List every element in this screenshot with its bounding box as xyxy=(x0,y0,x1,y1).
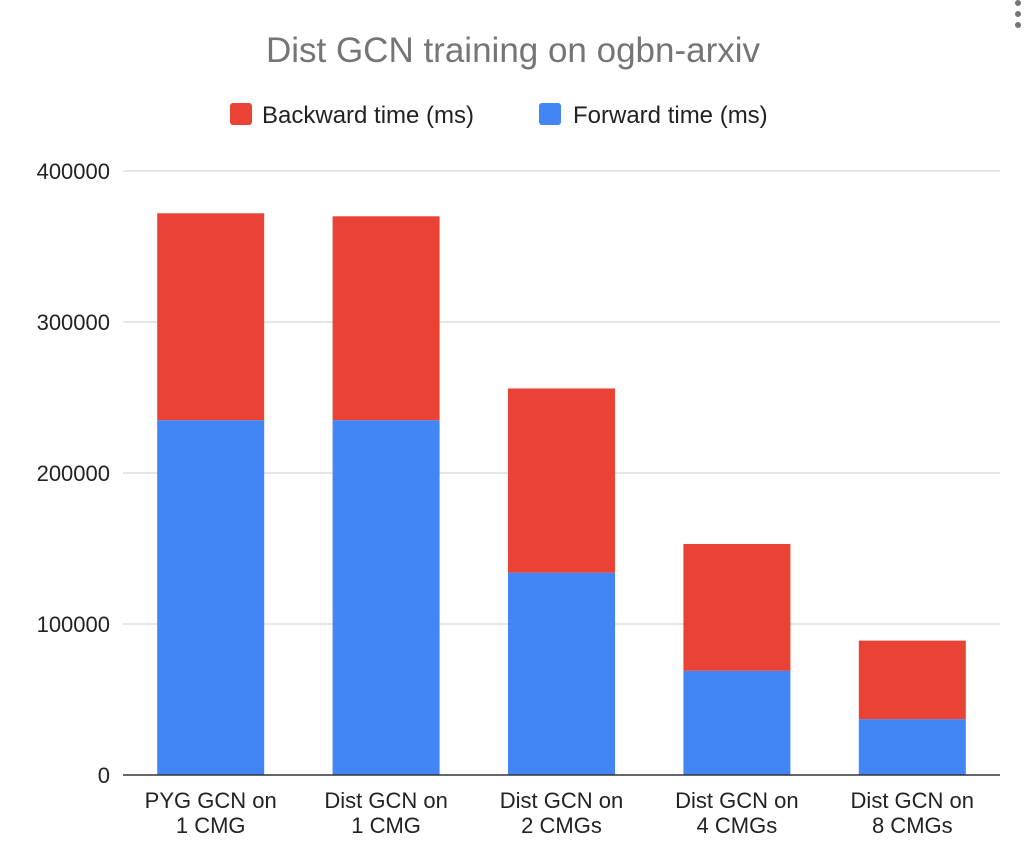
bar-segment xyxy=(683,670,791,775)
legend-swatch xyxy=(539,103,561,125)
bar-segment xyxy=(157,213,265,421)
x-tick-label: Dist GCN on xyxy=(851,788,974,813)
legend-label: Backward time (ms) xyxy=(262,102,474,129)
x-tick-label: 1 CMG xyxy=(176,813,246,838)
chart-title: Dist GCN training on ogbn-arxiv xyxy=(266,31,761,70)
y-tick-label: 0 xyxy=(98,763,110,788)
bar-segment xyxy=(858,640,966,720)
bar-segment xyxy=(683,543,791,671)
x-tick-label: Dist GCN on xyxy=(324,788,447,813)
y-axis: 0 100000 200000 300000 400000 xyxy=(37,159,110,788)
x-tick-label: 4 CMGs xyxy=(697,813,778,838)
x-tick-label: 1 CMG xyxy=(351,813,421,838)
bar-segment xyxy=(157,420,265,775)
bar-segment xyxy=(508,572,615,775)
more-vert-icon[interactable] xyxy=(1010,0,1026,40)
y-tick-label: 300000 xyxy=(37,310,110,335)
bar-segment xyxy=(858,719,966,775)
x-tick-label: PYG GCN on xyxy=(145,788,277,813)
legend-swatch xyxy=(230,103,252,125)
y-tick-label: 100000 xyxy=(37,612,110,637)
y-tick-label: 200000 xyxy=(37,461,110,486)
x-tick-label: 2 CMGs xyxy=(521,813,602,838)
legend: Backward time (ms) Forward time (ms) xyxy=(230,102,768,129)
bar-segment xyxy=(508,388,615,573)
bar-segment xyxy=(332,420,440,775)
bars xyxy=(157,213,966,775)
x-tick-label: 8 CMGs xyxy=(872,813,953,838)
x-tick-label: Dist GCN on xyxy=(675,788,798,813)
x-tick-label: Dist GCN on xyxy=(500,788,623,813)
bar-segment xyxy=(332,216,440,421)
legend-label: Forward time (ms) xyxy=(573,102,768,129)
y-tick-label: 400000 xyxy=(37,159,110,184)
